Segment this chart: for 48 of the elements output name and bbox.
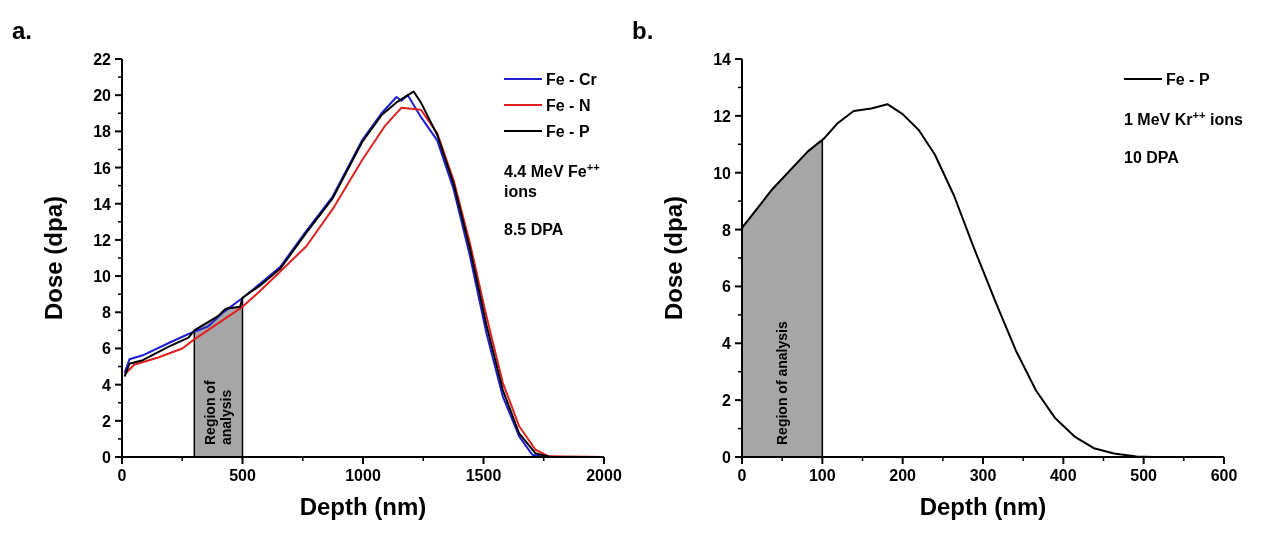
legend-label: Fe - P xyxy=(1166,71,1210,88)
legend-label: Fe - Cr xyxy=(546,71,597,88)
y-tick-label: 8 xyxy=(102,304,112,322)
x-axis-title: Depth (nm) xyxy=(919,493,1047,520)
y-tick-label: 4 xyxy=(102,376,112,394)
legend-label: Fe - P xyxy=(546,123,590,140)
y-tick-label: 8 xyxy=(722,221,732,239)
y-tick-label: 14 xyxy=(713,51,732,68)
y-axis-title: Dose (dpa) xyxy=(40,195,67,321)
band-label: Region of analysis xyxy=(774,321,791,445)
y-tick-label: 18 xyxy=(93,123,112,141)
y-tick-label: 4 xyxy=(722,335,732,353)
band-label: Region of analysis xyxy=(202,380,235,445)
x-tick-label: 200 xyxy=(889,467,917,484)
y-tick-label: 22 xyxy=(93,51,112,68)
y-tick-label: 20 xyxy=(93,87,112,105)
y-tick-label: 10 xyxy=(93,268,112,286)
text: 4.4 MeV Fe$^{++}$ ions xyxy=(504,161,600,200)
x-tick-label: 2000 xyxy=(586,467,622,484)
x-tick-label: 1000 xyxy=(345,467,381,484)
x-tick-label: 300 xyxy=(969,467,997,484)
x-tick-label: 100 xyxy=(808,467,836,484)
annotation: 8.5 DPA xyxy=(504,221,564,238)
annotation: 1 MeV Kr$^{++}$ ions xyxy=(1124,109,1243,128)
y-tick-label: 0 xyxy=(722,449,732,466)
y-tick-label: 12 xyxy=(93,231,112,249)
y-tick-label: 6 xyxy=(722,278,732,296)
x-tick-label: 600 xyxy=(1210,467,1238,484)
x-tick-label: 0 xyxy=(117,467,127,484)
y-tick-label: 6 xyxy=(102,340,112,358)
y-tick-label: 16 xyxy=(93,159,112,177)
x-axis-title: Depth (nm) xyxy=(299,493,427,520)
chart-title: a. xyxy=(12,17,33,44)
x-tick-label: 400 xyxy=(1049,467,1077,484)
y-tick-label: 0 xyxy=(102,449,112,466)
x-tick-label: 1500 xyxy=(465,467,502,484)
chart-title: b. xyxy=(632,17,654,44)
x-tick-label: 500 xyxy=(1130,467,1158,484)
y-tick-label: 14 xyxy=(93,195,112,213)
y-tick-label: 10 xyxy=(713,164,732,182)
y-tick-label: 12 xyxy=(713,107,732,125)
x-tick-label: 0 xyxy=(737,467,747,484)
x-tick-label: 500 xyxy=(229,467,256,484)
y-axis-title: Dose (dpa) xyxy=(660,195,687,321)
y-tick-label: 2 xyxy=(722,392,732,410)
y-tick-label: 2 xyxy=(102,412,112,430)
annotation: 10 DPA xyxy=(1124,149,1180,166)
legend-label: Fe - N xyxy=(546,97,591,114)
